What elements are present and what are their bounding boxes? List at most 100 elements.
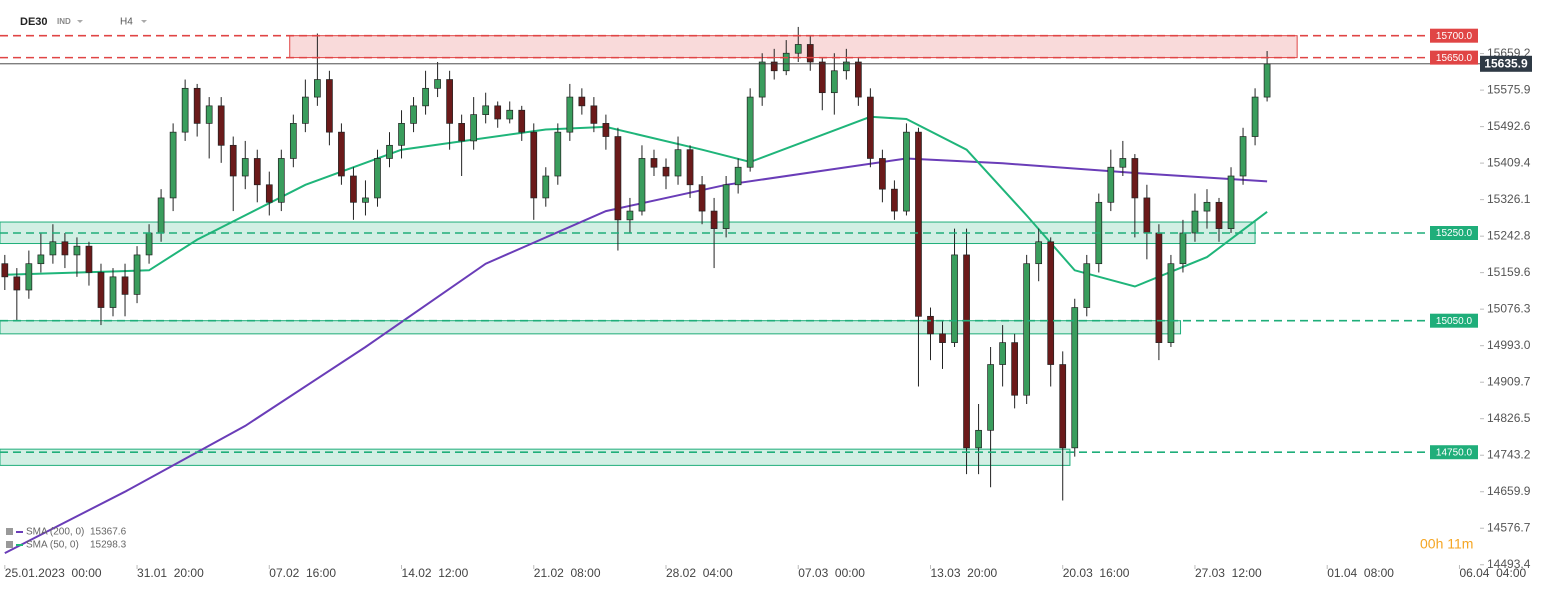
y-tick-label: 15076.3	[1487, 301, 1531, 315]
x-tick-label: 20.03 16:00	[1063, 566, 1130, 580]
x-tick-label: 21.02 08:00	[534, 566, 601, 580]
candle-body	[999, 342, 1006, 365]
x-tick-label: 01.04 08:00	[1327, 566, 1394, 580]
candle-body	[638, 158, 646, 212]
candle-body	[314, 79, 321, 98]
candle-body	[494, 105, 502, 120]
candle-body	[13, 276, 21, 291]
candle-body	[722, 184, 730, 229]
candle-body	[205, 105, 213, 124]
y-tick-label: 14576.7	[1487, 520, 1531, 534]
candle-body	[97, 272, 105, 308]
candle-body	[939, 333, 946, 343]
candle-body	[1179, 232, 1187, 265]
candle-body	[710, 210, 718, 229]
candle-body	[410, 105, 417, 124]
symbol[interactable]: DE30	[20, 16, 48, 28]
caret[interactable]	[77, 20, 83, 23]
level-label-box	[1430, 28, 1478, 43]
candle-body	[482, 105, 490, 115]
candle-body	[265, 184, 273, 203]
last-price-label: 15635.9	[1484, 56, 1528, 70]
candle-body	[1083, 263, 1091, 308]
badge: IND	[57, 17, 71, 26]
candle-body	[458, 123, 465, 142]
last-price-box	[1480, 55, 1532, 72]
candle-body	[818, 61, 826, 94]
timeframe[interactable]: H4	[120, 17, 133, 28]
candle-body	[1023, 263, 1031, 396]
candle-body	[302, 96, 309, 124]
candle-body	[49, 241, 57, 256]
candle-body	[229, 144, 237, 177]
x-tick-label: 13.03 20:00	[930, 566, 997, 580]
candle-body	[830, 70, 838, 94]
legend-value: 15367.6	[90, 527, 127, 538]
candle-body	[253, 158, 261, 186]
x-tick-label: 14.02 12:00	[402, 566, 469, 580]
candle-body	[1071, 307, 1079, 449]
candle-body	[915, 131, 922, 317]
candle-body	[1107, 166, 1115, 203]
candle-body	[626, 210, 634, 221]
candle-body	[1047, 241, 1055, 365]
candle-body	[987, 364, 994, 431]
candle-body	[145, 232, 153, 256]
y-tick-label: 14909.7	[1487, 374, 1531, 388]
candle-body	[1, 263, 9, 278]
candle-body	[25, 263, 33, 291]
candle-body	[362, 197, 369, 203]
candle-body	[1011, 342, 1018, 396]
candle-body	[891, 188, 898, 212]
y-tick-label: 15159.6	[1487, 265, 1531, 279]
candle-body	[602, 123, 610, 137]
candle-body	[1119, 158, 1127, 168]
y-tick-label: 15409.4	[1487, 155, 1531, 169]
candle-body	[1227, 175, 1235, 229]
candle-body	[1143, 197, 1151, 234]
candle-body	[1263, 63, 1271, 98]
level-label-box	[1430, 313, 1478, 328]
candle-body	[734, 166, 742, 186]
candle-body	[434, 79, 441, 89]
y-tick-label: 15326.1	[1487, 192, 1531, 206]
y-tick-label: 14493.4	[1487, 557, 1531, 571]
x-tick-label: 25.01.2023 00:00	[5, 566, 102, 580]
candle-body	[855, 61, 862, 98]
y-tick-label: 15575.9	[1487, 82, 1531, 96]
candle-body	[338, 131, 345, 177]
legend-name: SMA (200, 0)	[26, 527, 84, 538]
candle-body	[746, 96, 754, 168]
candle-body	[530, 131, 538, 199]
candle-body	[1155, 232, 1163, 343]
candle-body	[963, 254, 970, 449]
y-tick-label: 14826.5	[1487, 411, 1531, 425]
candle-body	[806, 44, 814, 63]
candle-body	[1239, 136, 1247, 177]
candle-body	[398, 123, 405, 146]
candle-body	[1167, 263, 1175, 343]
level-label: 14750.0	[1436, 447, 1473, 458]
candle-body	[109, 276, 117, 308]
candle-body	[326, 79, 333, 133]
candle-body	[121, 276, 129, 295]
candle-body	[614, 136, 622, 221]
caret[interactable]	[141, 20, 147, 23]
x-tick-label: 27.03 12:00	[1195, 566, 1262, 580]
candle-body	[1251, 96, 1259, 137]
candle-body	[73, 245, 81, 256]
candle-body	[686, 149, 694, 186]
y-tick-label: 15492.6	[1487, 119, 1531, 133]
candle-body	[446, 79, 453, 124]
candle-body	[1203, 201, 1211, 212]
candle-body	[181, 87, 189, 133]
sma-line	[4, 157, 1268, 554]
candle-body	[975, 429, 982, 449]
candle-body	[277, 158, 285, 203]
level-label-box	[1430, 226, 1478, 240]
level-label: 15250.0	[1436, 228, 1473, 239]
level-label: 15650.0	[1436, 53, 1473, 64]
x-tick-label: 06.04 04:00	[1459, 566, 1526, 580]
